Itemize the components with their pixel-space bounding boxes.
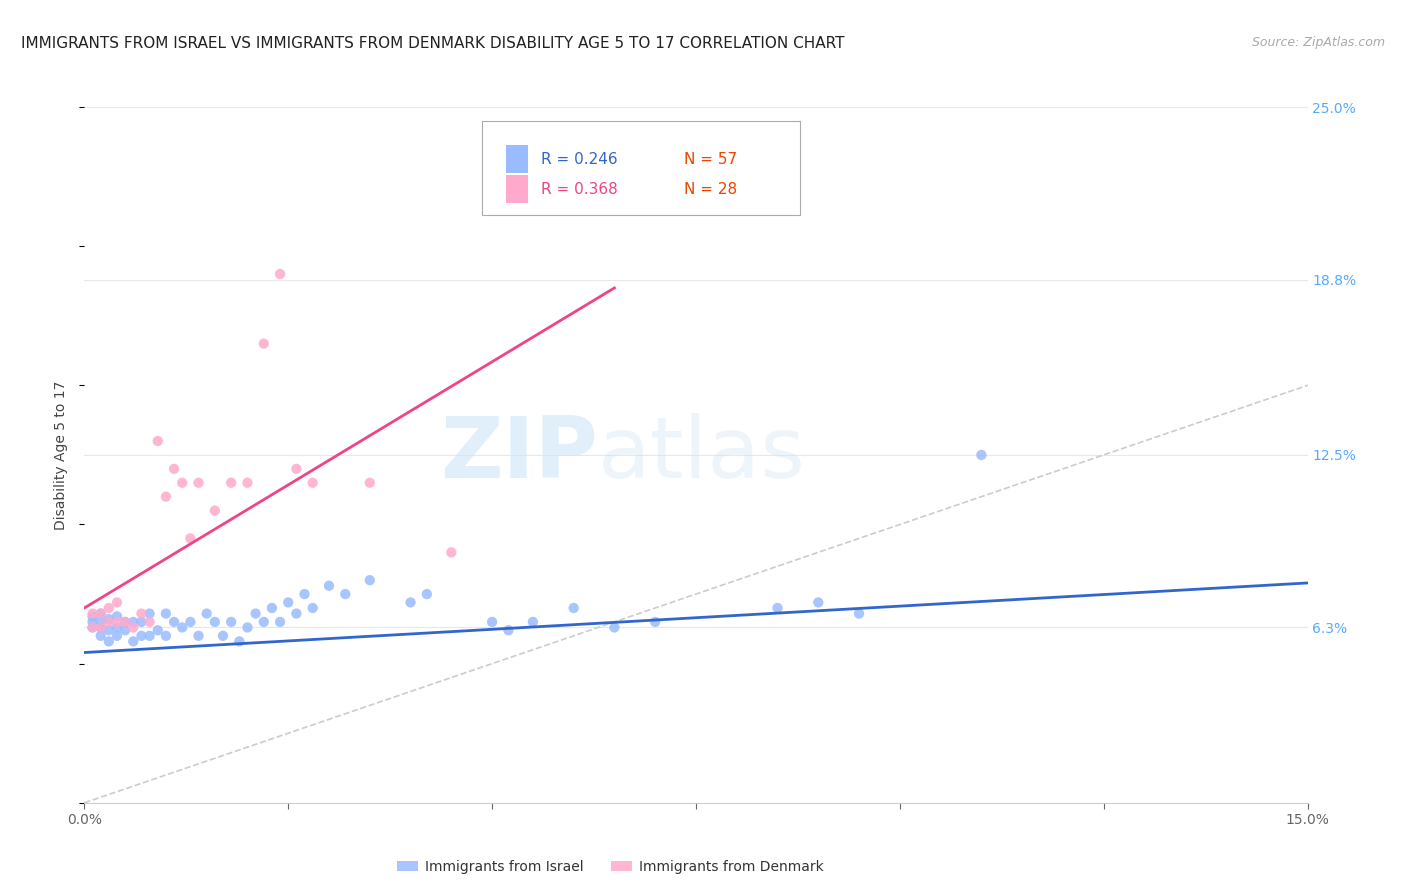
FancyBboxPatch shape [506, 175, 529, 203]
Point [114, 615, 136, 629]
Point [416, 587, 439, 601]
Point [131, 607, 153, 621]
Point [82, 620, 104, 634]
Point [114, 615, 136, 629]
Point [522, 615, 544, 629]
Point [318, 579, 340, 593]
Point [105, 620, 128, 634]
Point [105, 595, 128, 609]
Point [163, 615, 186, 629]
Point [195, 607, 218, 621]
Point [187, 629, 209, 643]
Text: R = 0.368: R = 0.368 [541, 182, 617, 196]
Point [97, 634, 120, 648]
FancyBboxPatch shape [482, 121, 800, 215]
Point [138, 615, 160, 629]
Point [90, 607, 112, 621]
Point [301, 475, 323, 490]
Point [90, 615, 112, 629]
Point [219, 475, 242, 490]
Point [187, 475, 209, 490]
Point [82, 620, 104, 634]
Point [105, 609, 128, 624]
Text: IMMIGRANTS FROM ISRAEL VS IMMIGRANTS FROM DENMARK DISABILITY AGE 5 TO 17 CORRELA: IMMIGRANTS FROM ISRAEL VS IMMIGRANTS FRO… [21, 36, 845, 51]
Point [294, 587, 316, 601]
Text: Source: ZipAtlas.com: Source: ZipAtlas.com [1251, 36, 1385, 49]
Point [245, 607, 267, 621]
Point [155, 607, 177, 621]
Point [359, 573, 381, 587]
Point [90, 629, 112, 643]
Text: N = 28: N = 28 [683, 182, 737, 196]
Point [146, 624, 169, 638]
Point [82, 609, 104, 624]
Point [359, 475, 381, 490]
Point [82, 607, 104, 621]
Point [146, 434, 169, 448]
Point [97, 624, 120, 638]
Point [236, 475, 259, 490]
Point [562, 184, 585, 198]
Point [253, 615, 276, 629]
Point [260, 601, 283, 615]
Point [131, 629, 153, 643]
Point [155, 629, 177, 643]
Point [970, 448, 993, 462]
Y-axis label: Disability Age 5 to 17: Disability Age 5 to 17 [55, 380, 69, 530]
Point [277, 595, 299, 609]
Point [122, 634, 145, 648]
Point [807, 595, 830, 609]
Point [204, 503, 226, 517]
Point [236, 620, 259, 634]
Point [253, 336, 276, 351]
Point [562, 601, 585, 615]
Point [172, 620, 194, 634]
Point [644, 615, 666, 629]
FancyBboxPatch shape [506, 145, 529, 173]
Point [179, 532, 201, 546]
Point [399, 595, 422, 609]
Point [285, 607, 308, 621]
Point [212, 629, 235, 643]
Text: N = 57: N = 57 [683, 152, 737, 167]
Point [498, 624, 520, 638]
Point [138, 607, 160, 621]
Text: ZIP: ZIP [440, 413, 598, 497]
Point [219, 615, 242, 629]
Point [122, 620, 145, 634]
Point [269, 267, 291, 281]
Point [228, 634, 250, 648]
Point [766, 601, 789, 615]
Point [285, 462, 308, 476]
Point [481, 615, 503, 629]
Point [269, 615, 291, 629]
Point [105, 615, 128, 629]
Point [335, 587, 357, 601]
Point [138, 629, 160, 643]
Point [82, 615, 104, 629]
Text: atlas: atlas [598, 413, 806, 497]
Point [105, 629, 128, 643]
Point [848, 607, 870, 621]
Point [172, 475, 194, 490]
Point [97, 601, 120, 615]
Point [163, 462, 186, 476]
Point [603, 620, 626, 634]
Point [155, 490, 177, 504]
Text: R = 0.246: R = 0.246 [541, 152, 617, 167]
Point [179, 615, 201, 629]
Point [97, 612, 120, 626]
Point [90, 620, 112, 634]
Point [90, 620, 112, 634]
Point [440, 545, 463, 559]
Point [301, 601, 323, 615]
Point [114, 624, 136, 638]
Legend: Immigrants from Israel, Immigrants from Denmark: Immigrants from Israel, Immigrants from … [391, 855, 830, 880]
Point [131, 615, 153, 629]
Point [97, 615, 120, 629]
Point [90, 607, 112, 621]
Point [204, 615, 226, 629]
Point [122, 615, 145, 629]
